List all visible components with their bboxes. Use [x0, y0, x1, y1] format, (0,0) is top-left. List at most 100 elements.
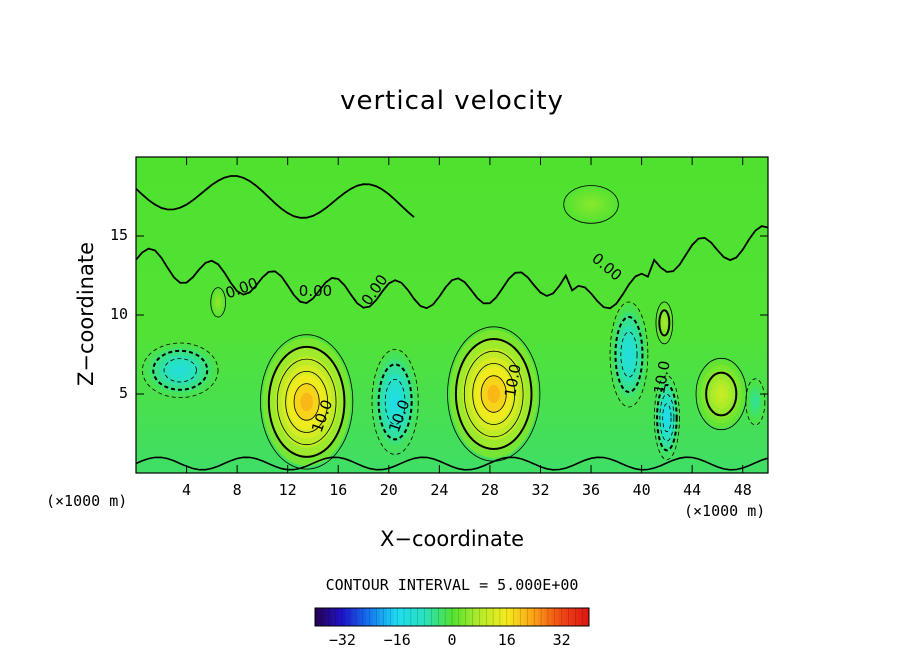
colorbar-cell	[373, 608, 377, 626]
chart-title: vertical velocity	[340, 86, 564, 116]
downdraft-contour-fill	[392, 394, 399, 409]
downdraft-contour-line	[662, 403, 672, 433]
colorbar-cell	[393, 608, 398, 626]
colorbar-cell	[315, 608, 319, 626]
downdraft-contour-line	[163, 358, 197, 383]
colorbar-cell	[421, 608, 425, 626]
colorbar-cell	[335, 608, 340, 626]
colorbar-cell	[376, 608, 381, 626]
x-tick-label: 40	[632, 481, 651, 499]
colorbar-cell	[527, 608, 532, 626]
colorbar-cell	[558, 608, 562, 626]
colorbar-cell	[332, 608, 336, 626]
downdraft-contour-line	[620, 331, 638, 378]
colorbar-cell	[506, 608, 511, 626]
colorbar-cell	[486, 608, 490, 626]
colorbar-cell	[386, 608, 391, 626]
x-tick-label: 8	[232, 481, 242, 499]
zero-contour-line	[136, 456, 768, 471]
updraft-contour-fill	[717, 389, 725, 399]
updraft-contour-line	[260, 334, 354, 470]
updraft-contour-line	[276, 358, 337, 446]
colorbar-cell	[397, 608, 401, 626]
colorbar-cell	[356, 608, 360, 626]
downdraft-contour-fill	[665, 412, 669, 424]
colorbar-cell	[338, 608, 343, 626]
colorbar	[314, 607, 590, 627]
downdraft-contour-line	[152, 349, 209, 391]
y-tick-label: 5	[118, 384, 128, 402]
updraft-contour-fill	[587, 201, 595, 207]
colorbar-cell	[400, 608, 405, 626]
colorbar-cell	[517, 608, 521, 626]
updraft-contour-fill	[487, 384, 501, 404]
colorbar-cell	[565, 608, 569, 626]
colorbar-cell	[479, 608, 484, 626]
colorbar-tick-label: −32	[328, 631, 356, 649]
colorbar-cell	[438, 608, 443, 626]
colorbar-tick-label: 0	[447, 631, 457, 649]
colorbar-cell	[513, 608, 518, 626]
updraft-contour-fill	[300, 392, 313, 411]
colorbar-tick-label: −16	[383, 631, 411, 649]
colorbar-cell	[321, 608, 326, 626]
colorbar-cell	[582, 608, 586, 626]
colorbar-cell	[452, 608, 456, 626]
velocity-field	[144, 186, 765, 466]
updraft-contour-line	[705, 371, 738, 417]
colorbar-cell	[362, 608, 367, 626]
updraft-contour-line	[293, 383, 320, 421]
x-tick-label: 36	[582, 481, 601, 499]
colorbar-cell	[390, 608, 395, 626]
x-tick-label: 12	[278, 481, 297, 499]
downdraft-contour-line	[659, 394, 675, 442]
colorbar-cell	[414, 608, 419, 626]
updraft-contour-line	[695, 357, 747, 431]
y-tick-label: 10	[109, 305, 128, 323]
colorbar-cell	[465, 608, 470, 626]
colorbar-cell	[510, 608, 514, 626]
updraft-contour-line	[285, 370, 329, 433]
colorbar-cell	[489, 608, 494, 626]
x-tick-label: 28	[480, 481, 499, 499]
downdraft-contour-line	[377, 363, 413, 441]
updraft-contour-line	[658, 309, 671, 337]
colorbar-cell	[551, 608, 556, 626]
x-tick-label: 4	[182, 481, 192, 499]
x-tick-label: 24	[430, 481, 449, 499]
downdraft-contour-fill	[754, 398, 757, 405]
updraft-contour-line	[454, 338, 533, 450]
colorbar-cell	[475, 608, 480, 626]
colorbar-cell	[585, 608, 590, 626]
colorbar-cell	[380, 608, 384, 626]
colorbar-cell	[547, 608, 552, 626]
colorbar-cell	[472, 608, 477, 626]
colorbar-cell	[575, 608, 580, 626]
colorbar-cell	[568, 608, 573, 626]
contour-label: 0.00	[299, 282, 332, 300]
downdraft-contour-line	[614, 316, 644, 393]
x-unit-right: (×1000 m)	[684, 502, 766, 520]
x-axis-label: X−coordinate	[380, 527, 524, 551]
colorbar-cell	[404, 608, 408, 626]
contour-interval-text: CONTOUR INTERVAL = 5.000E+00	[325, 576, 579, 594]
colorbar-cell	[359, 608, 364, 626]
colorbar-cell	[448, 608, 453, 626]
downdraft-contour-line	[384, 378, 406, 425]
colorbar-cell	[455, 608, 460, 626]
colorbar-cell	[462, 608, 466, 626]
downdraft-contour-fill	[175, 366, 186, 374]
colorbar-frame	[314, 607, 590, 627]
colorbar-cell	[417, 608, 422, 626]
contour-lines	[136, 175, 768, 471]
colorbar-cell	[410, 608, 415, 626]
colorbar-cell	[493, 608, 497, 626]
colorbar-cell	[571, 608, 576, 626]
updraft-contour-line	[267, 345, 346, 458]
colorbar-cell	[561, 608, 566, 626]
colorbar-cell	[544, 608, 549, 626]
x-tick-label: 16	[329, 481, 348, 499]
colorbar-cell	[345, 608, 350, 626]
colorbar-cell	[534, 608, 538, 626]
